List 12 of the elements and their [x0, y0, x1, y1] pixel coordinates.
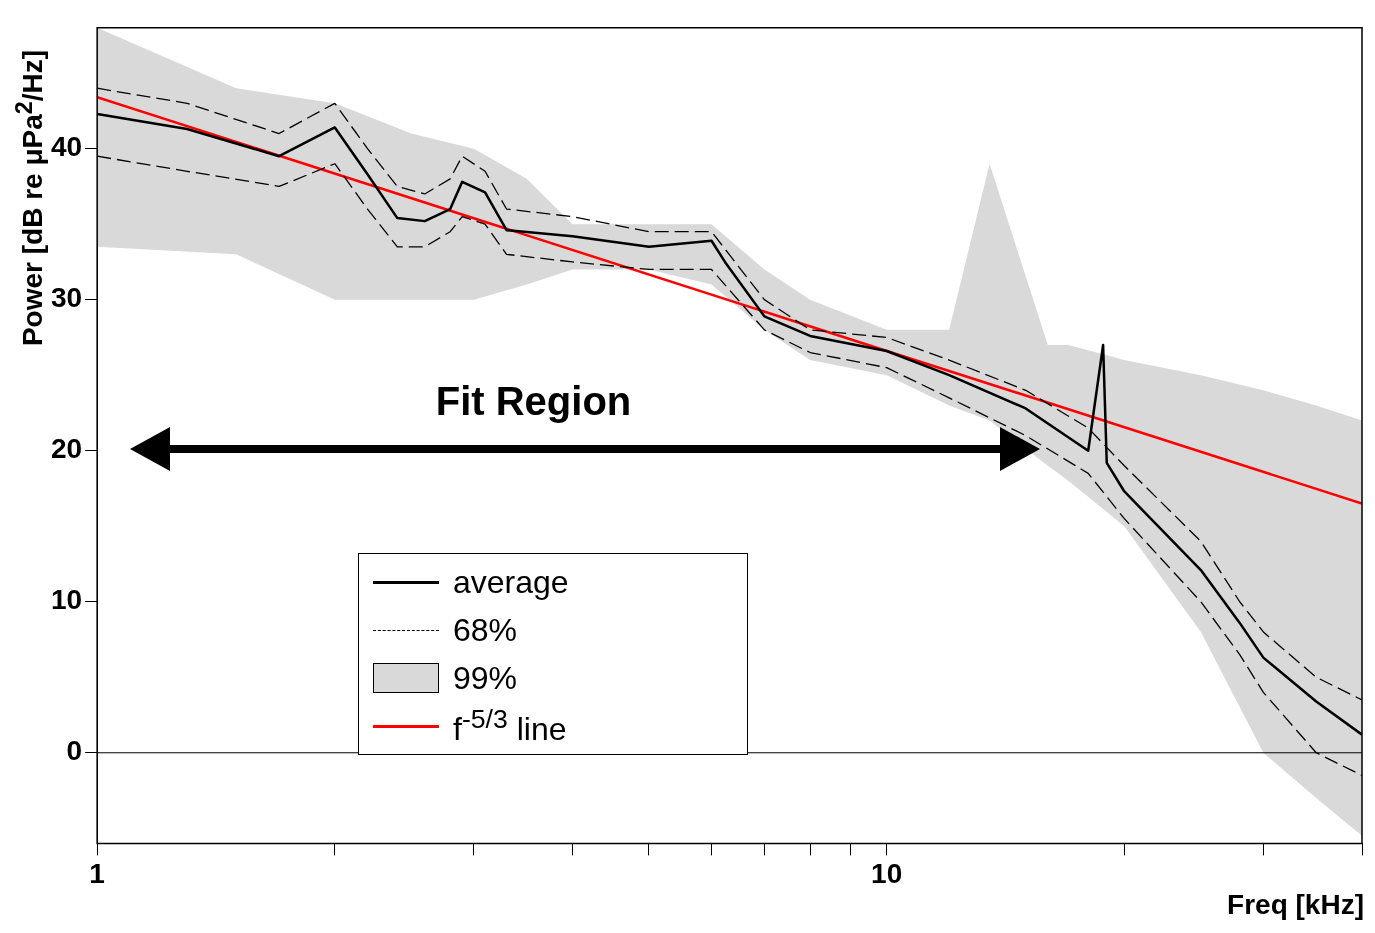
y-tick-label: 40 — [50, 131, 83, 163]
y-tick-label: 20 — [50, 433, 83, 465]
legend-label: average — [453, 563, 569, 601]
legend-label: 68% — [453, 611, 518, 649]
annotation: Fit Region — [435, 379, 632, 424]
y-tick-label: 0 — [66, 735, 83, 767]
y-tick-label: 10 — [50, 584, 83, 616]
x-tick-label: 1 — [89, 857, 105, 889]
legend-label: 99% — [453, 659, 518, 697]
y-tick-label: 30 — [50, 282, 83, 314]
legend-label: f$^{-5/3}$ line — [453, 704, 567, 748]
x-axis-title: Freq [kHz] — [1227, 889, 1364, 921]
